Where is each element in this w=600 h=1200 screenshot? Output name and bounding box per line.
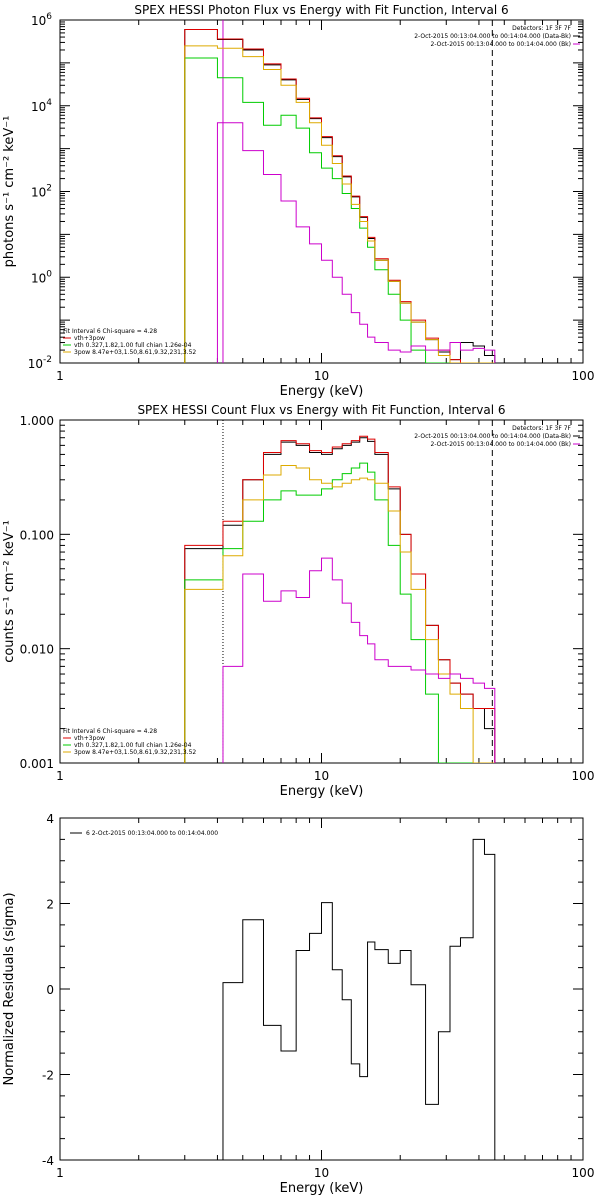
y-tick-exponent: 6 [46, 12, 52, 22]
y-tick-label: 4 [46, 812, 54, 826]
x-tick-label: 100 [572, 769, 595, 783]
legend-entry: Detectors: 1F 3F 7F [512, 25, 571, 32]
y-tick-label: 1.000 [20, 414, 54, 428]
legend-entry: 2-Oct-2015 00:13:04.000 to 00:14:04.000 … [431, 41, 572, 48]
x-tick-label: 1 [56, 369, 64, 383]
fit-info-line: 3pow 8.47e+03,1.50,8.61,9.32,231,3.52 [74, 349, 196, 356]
fit-info-line: vth+3pow [74, 335, 105, 342]
y-tick-base: 10 [31, 271, 46, 285]
y-axis-label: Normalized Residuals (sigma) [2, 892, 17, 1085]
plot-frame [59, 419, 584, 764]
legend-entry: 6 2-Oct-2015 00:13:04.000 to 00:14:04.00… [86, 830, 218, 837]
legend-top-right: Detectors: 1F 3F 7F2-Oct-2015 00:13:04.0… [414, 425, 580, 448]
y-ticks [60, 817, 583, 1161]
series-line-data-bk [184, 29, 496, 363]
legend-entry: 2-Oct-2015 00:13:04.000 to 00:14:04.000 … [414, 433, 571, 440]
fit-info-line: Fit Interval 6 Chi-square = 4.28 [63, 728, 157, 735]
x-tick-label: 10 [314, 769, 329, 783]
chart-title: SPEX HESSI Photon Flux vs Energy with Fi… [134, 3, 508, 17]
fit-info: Fit Interval 6 Chi-square = 4.28vth+3pow… [63, 328, 196, 356]
x-axis-label: Energy (keV) [280, 384, 364, 399]
series-line-vth [184, 462, 495, 763]
fit-info: Fit Interval 6 Chi-square = 4.28vth+3pow… [63, 728, 196, 756]
series-group [184, 29, 496, 363]
x-ticks [59, 20, 572, 363]
y-tick-label: 0 [46, 983, 54, 997]
fit-info-line: vth+3pow [74, 735, 105, 742]
fit-info-line: 3pow 8.47e+03,1.50,8.61,9.32,231,3.52 [74, 749, 196, 756]
y-tick-label: 0.100 [20, 528, 54, 542]
y-tick-label: 100 [31, 269, 52, 285]
legend-entry: 2-Oct-2015 00:13:04.000 to 00:14:04.000 … [414, 33, 571, 40]
series-group [222, 838, 496, 1160]
y-tick-base: 10 [28, 357, 43, 371]
series-group [184, 435, 496, 763]
y-tick-label: 104 [31, 98, 52, 114]
legend-top-right: Detectors: 1F 3F 7F2-Oct-2015 00:13:04.0… [414, 25, 580, 48]
x-ticks [59, 420, 572, 763]
y-tick-exponent: -2 [43, 355, 52, 365]
series-line-6 [222, 838, 496, 1160]
fit-info-line: Fit Interval 6 Chi-square = 4.28 [63, 328, 157, 335]
plot-frame [59, 19, 584, 364]
legend-top-left: 6 2-Oct-2015 00:13:04.000 to 00:14:04.00… [70, 830, 218, 837]
chart-title: SPEX HESSI Count Flux vs Energy with Fit… [137, 403, 505, 417]
y-tick-exponent: 2 [46, 184, 52, 194]
x-tick-label: 1 [56, 1166, 64, 1180]
y-tick-base: 10 [31, 14, 46, 28]
x-axis-label: Energy (keV) [280, 1181, 364, 1196]
series-line-bk [222, 557, 496, 763]
y-tick-label: 106 [31, 12, 52, 28]
y-tick-label: 102 [31, 184, 52, 200]
legend-entry: Detectors: 1F 3F 7F [512, 425, 571, 432]
y-axis-label: photons s⁻¹ cm⁻² keV⁻¹ [2, 116, 17, 268]
series-line-vth-3pow [184, 435, 496, 763]
x-tick-label: 10 [314, 369, 329, 383]
y-ticks [60, 21, 583, 364]
x-tick-label: 1 [56, 769, 64, 783]
y-ticks [60, 424, 583, 764]
x-tick-label: 100 [572, 1166, 595, 1180]
y-tick-label: 0.010 [20, 643, 54, 657]
series-line-vth-3pow [184, 29, 495, 363]
y-tick-exponent: 4 [46, 98, 52, 108]
series-line-vth [184, 57, 495, 363]
y-tick-label: 2 [46, 898, 54, 912]
y-tick-label: -2 [42, 1069, 54, 1083]
legend-entry: 2-Oct-2015 00:13:04.000 to 00:14:04.000 … [431, 441, 572, 448]
series-line-bk [216, 122, 496, 363]
plot-frame [59, 817, 584, 1161]
y-axis-label: counts s⁻¹ cm⁻² keV⁻¹ [2, 520, 17, 663]
y-tick-base: 10 [31, 186, 46, 200]
y-tick-base: 10 [31, 100, 46, 114]
y-tick-label: 0.001 [20, 757, 54, 771]
y-tick-label: 10-2 [28, 355, 52, 371]
x-tick-label: 10 [314, 1166, 329, 1180]
fit-info-line: vth 0.327,1.82,1.00 full chian 1.26e-04 [74, 742, 192, 749]
y-tick-exponent: 0 [46, 269, 52, 279]
fit-info-line: vth 0.327,1.82,1.00 full chian 1.26e-04 [74, 342, 192, 349]
x-axis-label: Energy (keV) [280, 784, 364, 799]
series-line-3pow [184, 45, 495, 363]
chart-panel-2: 1 10 100 Energy (keV) 0.001 0.010 0.100 1.000 co… [2, 403, 594, 799]
series-line-3pow [184, 464, 495, 763]
x-ticks [59, 818, 572, 1160]
y-tick-label: -4 [42, 1154, 54, 1168]
chart-panel-3: 1 10 100 Energy (keV) -4 -2 0 2 4 Normalized Resi… [2, 812, 594, 1196]
x-tick-label: 100 [572, 369, 595, 383]
